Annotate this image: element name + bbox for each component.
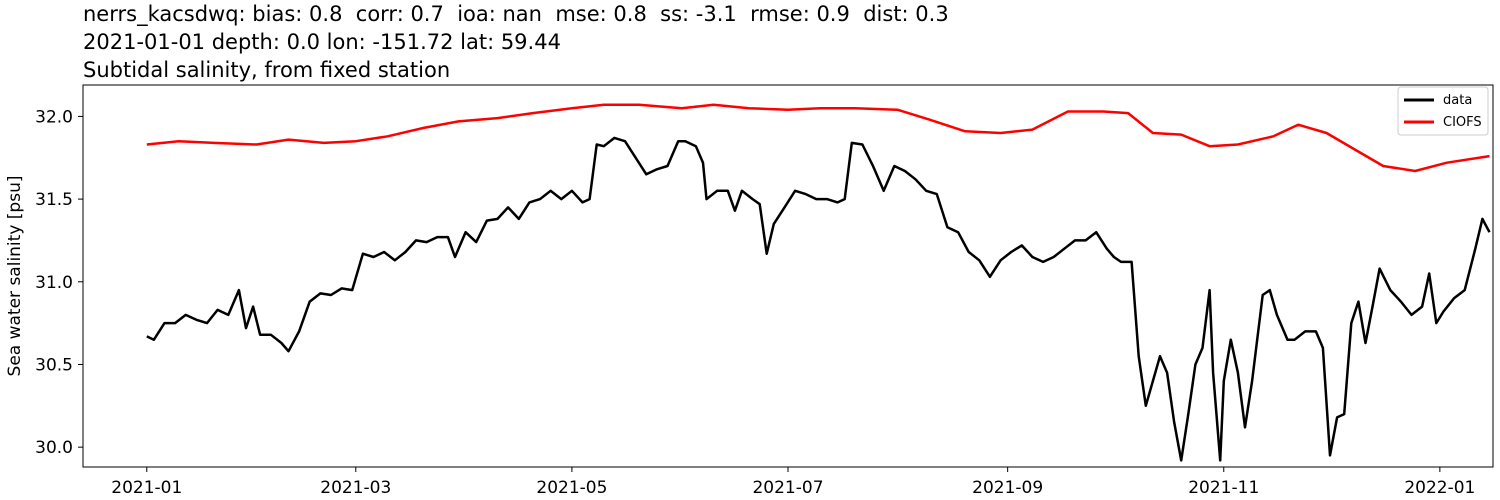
y-tick-label: 30.0 [35,438,73,458]
chart-title-line-3: Subtidal salinity, from fixed station [83,58,451,82]
legend-label-data: data [1443,93,1472,108]
x-axis: 2021-01 2021-03 2021-05 2021-07 2021-09 2021-… [111,467,1475,498]
legend-label-ciofs: CIOFS [1443,115,1482,130]
x-tick-label: 2022-01 [1404,478,1475,498]
x-tick-label: 2021-01 [111,478,182,498]
y-tick-label: 31.0 [35,273,73,293]
x-tick-label: 2021-09 [972,478,1043,498]
y-tick-label: 30.5 [35,355,73,375]
series-line-ciofs [146,103,1490,173]
plot-frame [82,84,1494,468]
y-axis-label: Sea water salinity [psu] [5,176,25,377]
x-tick-label: 2021-03 [320,478,391,498]
chart-title-line-2: 2021-01-01 depth: 0.0 lon: -151.72 lat: … [83,30,561,54]
legend: data CIOFS [1397,86,1489,136]
series-line-data [146,136,1491,462]
series-layer [146,103,1491,462]
y-axis: 30.0 30.5 31.0 31.5 32.0 [35,107,83,458]
chart-title-block: nerrs_kacsdwq: bias: 0.8 corr: 0.7 ioa: … [83,0,949,84]
chart-title-line-1: nerrs_kacsdwq: bias: 0.8 corr: 0.7 ioa: … [83,2,949,26]
y-tick-label: 31.5 [35,190,73,210]
x-tick-label: 2021-05 [536,478,607,498]
y-tick-label: 32.0 [35,107,73,127]
x-tick-label: 2021-07 [752,478,823,498]
x-tick-label: 2021-11 [1188,478,1259,498]
